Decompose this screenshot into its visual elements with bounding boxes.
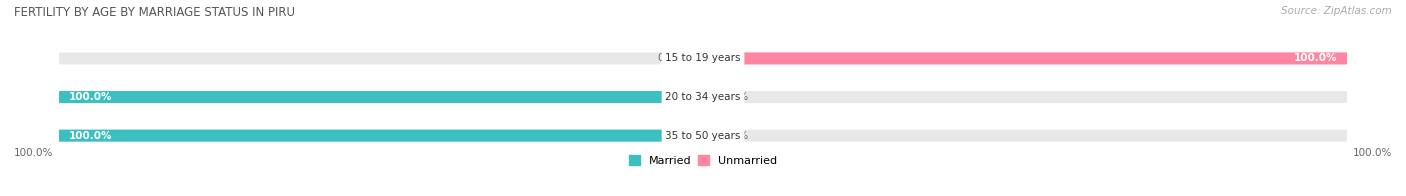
Text: 0.0%: 0.0% <box>658 54 683 64</box>
Text: 100.0%: 100.0% <box>1294 54 1337 64</box>
FancyBboxPatch shape <box>703 130 1347 142</box>
Text: FERTILITY BY AGE BY MARRIAGE STATUS IN PIRU: FERTILITY BY AGE BY MARRIAGE STATUS IN P… <box>14 6 295 19</box>
Text: 35 to 50 years: 35 to 50 years <box>665 131 741 141</box>
Text: 100.0%: 100.0% <box>1353 148 1392 158</box>
Text: 20 to 34 years: 20 to 34 years <box>665 92 741 102</box>
Text: 100.0%: 100.0% <box>69 92 112 102</box>
FancyBboxPatch shape <box>703 53 1347 64</box>
FancyBboxPatch shape <box>703 53 1347 64</box>
Text: 0.0%: 0.0% <box>723 131 748 141</box>
FancyBboxPatch shape <box>59 130 703 142</box>
FancyBboxPatch shape <box>703 91 1347 103</box>
FancyBboxPatch shape <box>59 130 703 142</box>
Text: 100.0%: 100.0% <box>69 131 112 141</box>
FancyBboxPatch shape <box>59 53 703 64</box>
Text: 0.0%: 0.0% <box>723 92 748 102</box>
Legend: Married, Unmarried: Married, Unmarried <box>624 151 782 170</box>
Text: 15 to 19 years: 15 to 19 years <box>665 54 741 64</box>
FancyBboxPatch shape <box>59 91 703 103</box>
Text: 100.0%: 100.0% <box>14 148 53 158</box>
Text: Source: ZipAtlas.com: Source: ZipAtlas.com <box>1281 6 1392 16</box>
FancyBboxPatch shape <box>59 91 703 103</box>
